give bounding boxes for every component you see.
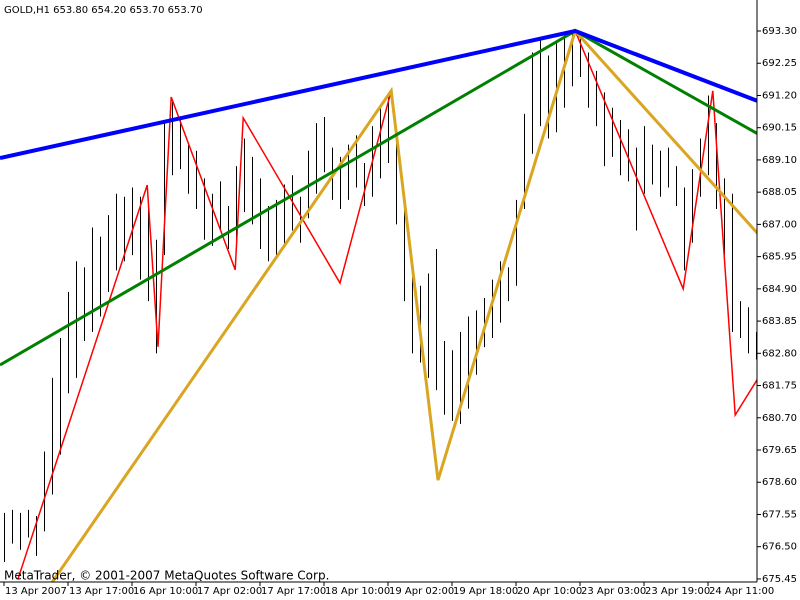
y-tick-label: 690.15	[762, 123, 797, 134]
y-tick-label: 677.55	[762, 509, 797, 520]
x-tick-label: 20 Apr 10:00	[517, 586, 582, 597]
y-tick-label: 679.65	[762, 445, 797, 456]
y-tick-label: 689.10	[762, 155, 797, 166]
y-tick-label: 687.00	[762, 219, 797, 230]
x-tick-label: 13 Apr 17:00	[69, 586, 134, 597]
x-tick-label: 23 Apr 03:00	[581, 586, 646, 597]
y-tick-label: 693.30	[762, 26, 797, 37]
y-tick-label: 684.90	[762, 284, 797, 295]
y-tick-label: 682.80	[762, 348, 797, 359]
footer: MetaTrader, © 2001-2007 MetaQuotes Softw…	[4, 569, 329, 583]
y-tick-label: 688.05	[762, 187, 797, 198]
x-tick-label: 24 Apr 11:00	[709, 586, 774, 597]
x-tick-label: 19 Apr 02:00	[389, 586, 454, 597]
x-tick-label: 17 Apr 02:00	[197, 586, 262, 597]
y-tick-label: 676.50	[762, 542, 797, 553]
y-tick-label: 691.20	[762, 90, 797, 101]
trend-line	[0, 28, 757, 161]
x-tick-label: 18 Apr 10:00	[325, 586, 390, 597]
y-tick-label: 685.95	[762, 252, 797, 263]
trend-line	[17, 28, 757, 580]
y-tick-label: 692.25	[762, 58, 797, 69]
x-tick-label: 17 Apr 17:00	[261, 586, 326, 597]
x-tick-label: 19 Apr 18:00	[453, 586, 518, 597]
trend-line	[50, 28, 757, 582]
x-tick-label: 16 Apr 10:00	[133, 586, 198, 597]
plot-area	[0, 28, 757, 582]
y-tick-label: 680.70	[762, 413, 797, 424]
x-tick-label: 23 Apr 19:00	[645, 586, 710, 597]
y-tick-label: 675.45	[762, 574, 797, 585]
trend-line	[0, 29, 757, 367]
x-tick-label: 13 Apr 2007	[5, 586, 67, 597]
y-tick-label: 683.85	[762, 316, 797, 327]
y-tick-label: 678.60	[762, 477, 797, 488]
chart-title: GOLD,H1 653.80 654.20 653.70 653.70	[4, 5, 203, 16]
y-tick-label: 681.75	[762, 381, 797, 392]
